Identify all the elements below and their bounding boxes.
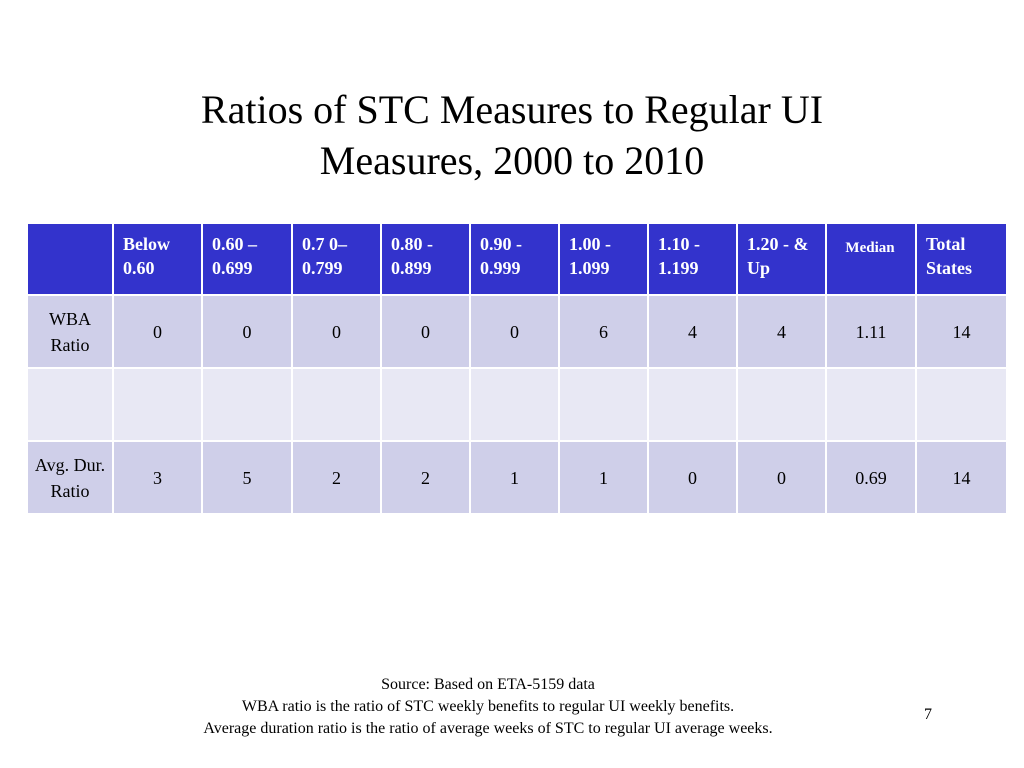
- header-corner: [26, 222, 114, 296]
- table-cell: [558, 367, 649, 442]
- header-0-90-0-999: 0.90 - 0.999: [469, 222, 560, 296]
- source-note: Source: Based on ETA-5159 data: [381, 676, 595, 693]
- table-cell: 0: [201, 294, 293, 369]
- table-cell: 1.11: [825, 294, 917, 369]
- table-cell: [825, 367, 917, 442]
- header-total-states: Total States: [915, 222, 1008, 296]
- slide-title-line-2: Measures, 2000 to 2010: [319, 138, 705, 183]
- table-cell: [112, 367, 203, 442]
- table-cell: [736, 367, 827, 442]
- header-0-70-0-799: 0.7 0– 0.799: [291, 222, 382, 296]
- table-cell: [201, 367, 293, 442]
- table-cell: 1: [469, 440, 560, 515]
- ratio-table: Below 0.60 0.60 – 0.699 0.7 0– 0.799 0.8…: [26, 222, 1008, 515]
- header-1-00-1-099: 1.00 - 1.099: [558, 222, 649, 296]
- header-1-20-up: 1.20 - & Up: [736, 222, 827, 296]
- header-1-10-1-199: 1.10 - 1.199: [647, 222, 738, 296]
- table-row-empty: [26, 367, 1008, 442]
- header-0-80-0-899: 0.80 - 0.899: [380, 222, 471, 296]
- table-cell: 5: [201, 440, 293, 515]
- table-cell: 0: [380, 294, 471, 369]
- slide-title-line-1: Ratios of STC Measures to Regular UI: [200, 87, 824, 132]
- table-cell: 4: [736, 294, 827, 369]
- table-cell: 1: [558, 440, 649, 515]
- table-row-avg-dur-ratio: Avg. Dur. Ratio 3 5 2 2 1 1 0 0 0.69 14: [26, 440, 1008, 515]
- table-cell: 3: [112, 440, 203, 515]
- table-cell: [647, 367, 738, 442]
- table-header-row: Below 0.60 0.60 – 0.699 0.7 0– 0.799 0.8…: [26, 222, 1008, 296]
- duration-ratio-note: Average duration ratio is the ratio of a…: [203, 720, 773, 737]
- table-cell: 0: [736, 440, 827, 515]
- table-cell: 0: [647, 440, 738, 515]
- table-cell: [380, 367, 471, 442]
- table-cell: 0: [469, 294, 560, 369]
- table-cell: 14: [915, 440, 1008, 515]
- table-cell: 4: [647, 294, 738, 369]
- table-cell: 2: [291, 440, 382, 515]
- table-cell: [291, 367, 382, 442]
- table-cell: [469, 367, 560, 442]
- header-0-60-0-699: 0.60 – 0.699: [201, 222, 293, 296]
- row-label: [26, 367, 114, 442]
- table-cell: 0: [112, 294, 203, 369]
- table-cell: [915, 367, 1008, 442]
- table-cell: 0.69: [825, 440, 917, 515]
- header-below-0-60: Below 0.60: [112, 222, 203, 296]
- row-label: Avg. Dur. Ratio: [26, 440, 114, 515]
- header-median: Median: [825, 222, 917, 296]
- slide-notes: Source: Based on ETA-5159 data WBA ratio…: [0, 674, 976, 740]
- page-number: 7: [924, 706, 932, 723]
- table-cell: 14: [915, 294, 1008, 369]
- slide-title: Ratios of STC Measures to Regular UI Mea…: [0, 84, 1024, 186]
- table-cell: 0: [291, 294, 382, 369]
- table-cell: 2: [380, 440, 471, 515]
- table-cell: 6: [558, 294, 649, 369]
- wba-ratio-note: WBA ratio is the ratio of STC weekly ben…: [241, 698, 735, 715]
- row-label: WBA Ratio: [26, 294, 114, 369]
- table-row-wba-ratio: WBA Ratio 0 0 0 0 0 6 4 4 1.11 14: [26, 294, 1008, 369]
